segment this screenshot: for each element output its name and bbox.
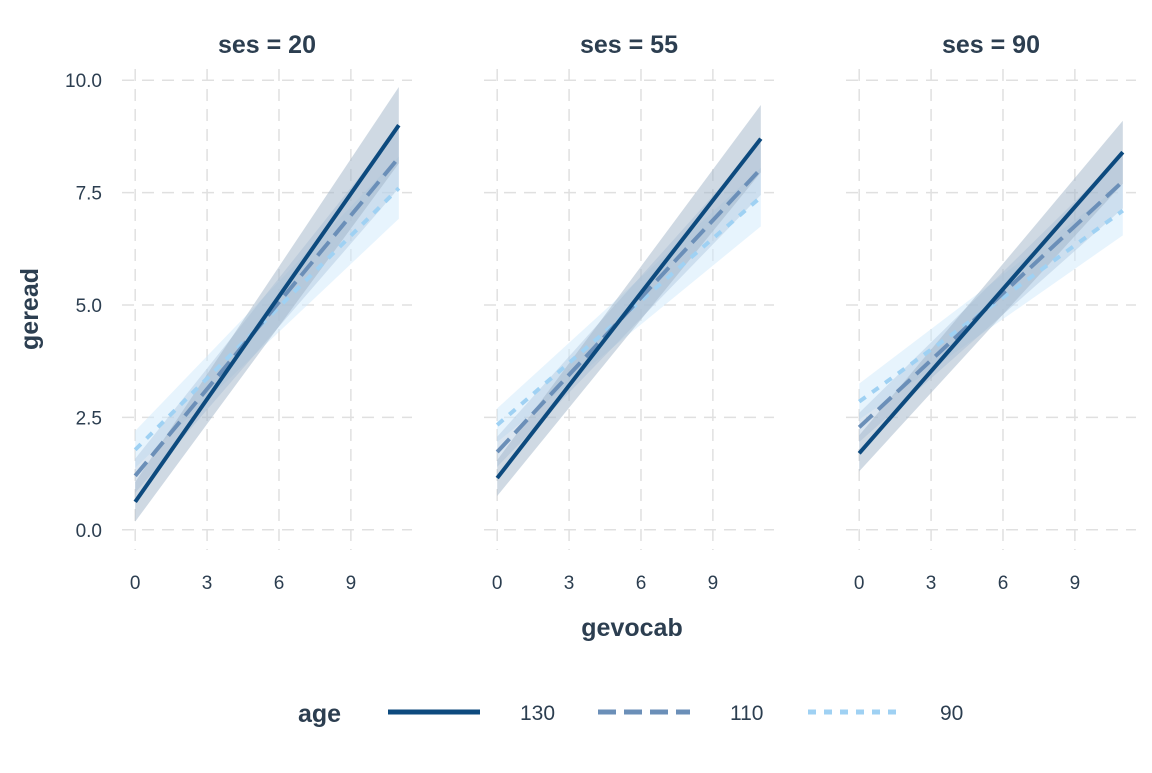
facet-title: ses = 20 [218, 31, 316, 59]
confidence-band-age-130 [135, 86, 399, 522]
series-line-age-130 [495, 137, 763, 480]
x-tick-label: 0 [854, 573, 865, 594]
y-tick-label: 2.5 [76, 408, 102, 429]
y-tick-label: 0.0 [76, 521, 102, 542]
x-tick-label: 3 [564, 573, 575, 594]
x-tick-label: 9 [708, 573, 719, 594]
panels-layer: ses = 20 0 3 6 9 0.0 2.5 5.0 7.5 10.0 ses = 55 0 3 6 9… [65, 31, 1136, 594]
confidence-band-age-130 [497, 104, 761, 497]
y-tick-label: 7.5 [76, 184, 102, 205]
x-tick-label: 6 [636, 573, 647, 594]
x-tick-label: 9 [346, 573, 357, 594]
x-axis-title: gevocab [581, 614, 682, 642]
facet-panel-3: ses = 90 0 3 6 9 [846, 31, 1136, 594]
legend-title: age [298, 700, 341, 728]
x-tick-label: 6 [998, 573, 1009, 594]
x-tick-label: 3 [926, 573, 937, 594]
y-axis-title: geread [16, 268, 44, 350]
series-line-age-110 [133, 156, 401, 478]
legend-label: 90 [940, 702, 963, 725]
x-tick-label: 6 [274, 573, 285, 594]
legend-label: 130 [520, 702, 555, 725]
series-line-age-90 [858, 208, 1124, 404]
x-tick-label: 0 [130, 573, 141, 594]
legend-label: 110 [730, 702, 763, 725]
confidence-band-age-130 [859, 120, 1123, 472]
facet-title: ses = 55 [580, 31, 678, 59]
facet-panel-2: ses = 55 0 3 6 9 [484, 31, 774, 594]
x-tick-label: 3 [202, 573, 213, 594]
series-line-age-130 [857, 150, 1125, 455]
series-line-age-110 [857, 179, 1125, 429]
series-line-age-90 [133, 186, 401, 452]
series-line-age-130 [133, 124, 401, 504]
y-tick-label: 5.0 [76, 296, 102, 317]
x-tick-label: 9 [1070, 573, 1081, 594]
facet-title: ses = 90 [942, 31, 1040, 59]
facet-panel-1: ses = 20 0 3 6 9 0.0 2.5 5.0 7.5 10.0 [65, 31, 412, 594]
x-tick-label: 0 [492, 573, 503, 594]
series-line-age-90 [495, 195, 763, 427]
y-tick-label: 10.0 [65, 71, 102, 92]
legend: age 130 110 90 [298, 700, 963, 728]
